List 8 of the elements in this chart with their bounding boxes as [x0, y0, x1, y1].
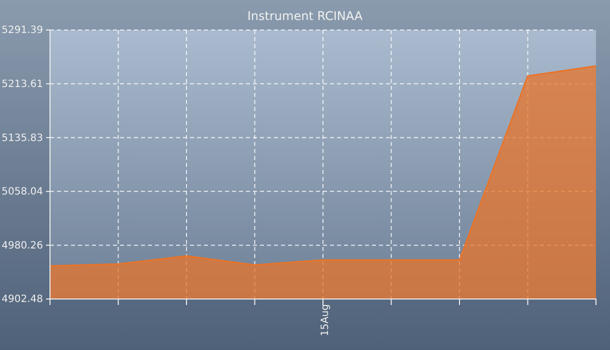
chart-title: Instrument RCINAA [247, 9, 364, 23]
y-tick-label: 5213.61 [2, 79, 43, 90]
y-tick-label: 4980.26 [2, 240, 43, 252]
y-tick-label: 5135.83 [2, 132, 43, 144]
y-tick-label: 4902.48 [2, 294, 43, 306]
y-tick-label: 5291.39 [2, 25, 43, 36]
y-tick-label: 5058.04 [2, 186, 43, 198]
x-tick-label: 15Aug [320, 304, 331, 336]
